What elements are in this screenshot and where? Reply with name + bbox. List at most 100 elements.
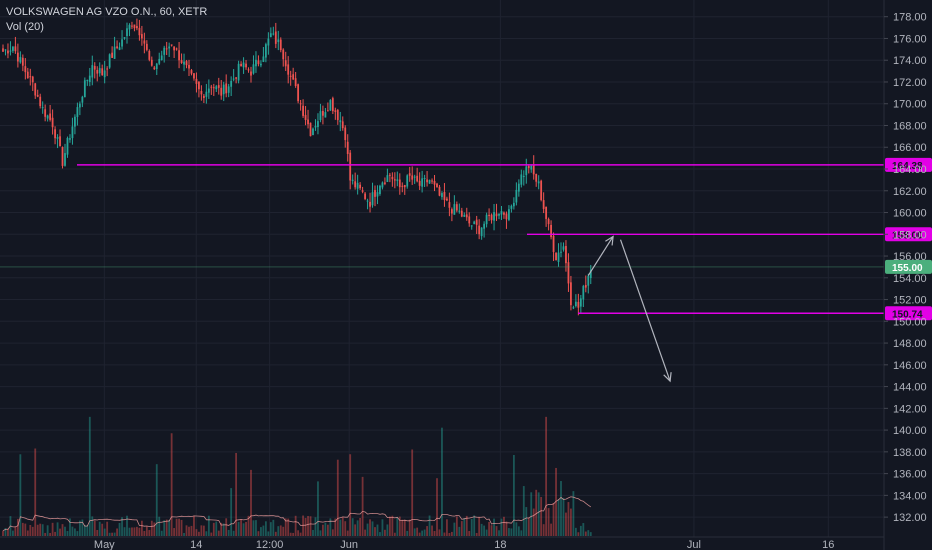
candle-body[interactable] xyxy=(178,50,180,61)
candle-body[interactable] xyxy=(242,62,245,68)
candle-body[interactable] xyxy=(304,114,307,120)
candle-body[interactable] xyxy=(446,198,448,201)
horizontal-levels[interactable]: 164.38 158.00 150.74 155.00 xyxy=(0,157,932,321)
candle-body[interactable] xyxy=(436,183,438,188)
candle-body[interactable] xyxy=(215,86,218,90)
candle-body[interactable] xyxy=(302,105,304,116)
candle-body[interactable] xyxy=(185,61,188,66)
candle-body[interactable] xyxy=(379,185,381,194)
candle-body[interactable] xyxy=(369,201,371,207)
candle-body[interactable] xyxy=(398,179,401,188)
candle-body[interactable] xyxy=(96,69,99,74)
candle-body[interactable] xyxy=(517,183,520,192)
candle-body[interactable] xyxy=(510,205,513,209)
candle-body[interactable] xyxy=(76,107,79,118)
candle-body[interactable] xyxy=(289,75,292,77)
candle-body[interactable] xyxy=(113,46,116,59)
candle-body[interactable] xyxy=(188,64,190,69)
candle-body[interactable] xyxy=(19,57,22,63)
candle-body[interactable] xyxy=(448,202,451,208)
candle-body[interactable] xyxy=(381,182,384,188)
candle-body[interactable] xyxy=(351,179,354,181)
candle-body[interactable] xyxy=(202,95,205,99)
candle-body[interactable] xyxy=(468,216,471,224)
candle-body[interactable] xyxy=(195,78,198,84)
candle-body[interactable] xyxy=(230,80,233,87)
candle-body[interactable] xyxy=(453,204,456,215)
candle-body[interactable] xyxy=(582,286,585,300)
candle-body[interactable] xyxy=(550,224,552,238)
candle-body[interactable] xyxy=(485,214,488,225)
candle-body[interactable] xyxy=(86,79,89,82)
candle-body[interactable] xyxy=(522,176,525,178)
candle-body[interactable] xyxy=(69,138,71,140)
candle-body[interactable] xyxy=(515,189,518,203)
candle-body[interactable] xyxy=(173,46,176,51)
candle-body[interactable] xyxy=(361,190,364,192)
candle-body[interactable] xyxy=(346,141,349,154)
candle-body[interactable] xyxy=(292,74,295,80)
candle-body[interactable] xyxy=(589,270,592,279)
candle-body[interactable] xyxy=(540,180,543,201)
candle-body[interactable] xyxy=(527,165,530,169)
candle-body[interactable] xyxy=(294,78,297,87)
candle-body[interactable] xyxy=(520,174,523,185)
candle-body[interactable] xyxy=(12,46,14,51)
candle-body[interactable] xyxy=(51,117,54,128)
candle-body[interactable] xyxy=(74,116,76,127)
candle-body[interactable] xyxy=(545,206,548,219)
candle-body[interactable] xyxy=(252,64,255,74)
candle-body[interactable] xyxy=(574,301,577,307)
candle-body[interactable] xyxy=(483,223,486,229)
candle-body[interactable] xyxy=(542,200,545,209)
candle-body[interactable] xyxy=(317,121,319,128)
candle-body[interactable] xyxy=(101,68,104,76)
candle-body[interactable] xyxy=(277,39,280,43)
candle-body[interactable] xyxy=(309,122,312,137)
candle-body[interactable] xyxy=(403,185,406,188)
candle-body[interactable] xyxy=(274,31,277,44)
candle-body[interactable] xyxy=(170,44,173,46)
candle-body[interactable] xyxy=(61,147,64,166)
candle-body[interactable] xyxy=(567,262,570,284)
candle-body[interactable] xyxy=(401,185,404,187)
candle-body[interactable] xyxy=(505,213,508,220)
candle-body[interactable] xyxy=(493,212,495,221)
candle-body[interactable] xyxy=(262,56,265,62)
candle-body[interactable] xyxy=(470,225,473,227)
candle-body[interactable] xyxy=(158,58,161,64)
candle-body[interactable] xyxy=(530,165,533,170)
candle-body[interactable] xyxy=(220,87,223,96)
candle-body[interactable] xyxy=(480,227,483,237)
candle-body[interactable] xyxy=(34,83,37,96)
candle-body[interactable] xyxy=(547,218,550,225)
candle-body[interactable] xyxy=(339,120,342,123)
candle-body[interactable] xyxy=(56,137,59,139)
candle-body[interactable] xyxy=(4,49,7,51)
candle-body[interactable] xyxy=(287,64,290,75)
candle-body[interactable] xyxy=(570,282,572,306)
candle-body[interactable] xyxy=(227,86,230,93)
candle-body[interactable] xyxy=(7,50,9,54)
candle-body[interactable] xyxy=(282,49,285,60)
candle-body[interactable] xyxy=(190,70,193,74)
candle-body[interactable] xyxy=(565,246,567,264)
candle-body[interactable] xyxy=(555,253,557,261)
candle-body[interactable] xyxy=(421,178,424,187)
candle-body[interactable] xyxy=(247,69,250,71)
candle-body[interactable] xyxy=(143,40,146,44)
candle-body[interactable] xyxy=(155,63,158,70)
price-axis[interactable]: 132.00 134.00 136.00 138.00 140.00 142.00 144.… xyxy=(884,12,927,524)
candle-body[interactable] xyxy=(525,166,528,176)
candle-body[interactable] xyxy=(232,78,235,80)
candle-body[interactable] xyxy=(376,192,379,197)
candle-body[interactable] xyxy=(235,77,238,79)
candle-body[interactable] xyxy=(255,59,257,67)
candle-body[interactable] xyxy=(279,39,282,51)
candle-body[interactable] xyxy=(532,164,535,175)
candle-body[interactable] xyxy=(136,26,138,29)
candle-body[interactable] xyxy=(71,126,74,139)
candle-body[interactable] xyxy=(478,225,481,235)
candle-body[interactable] xyxy=(329,100,332,111)
candle-body[interactable] xyxy=(374,190,376,197)
